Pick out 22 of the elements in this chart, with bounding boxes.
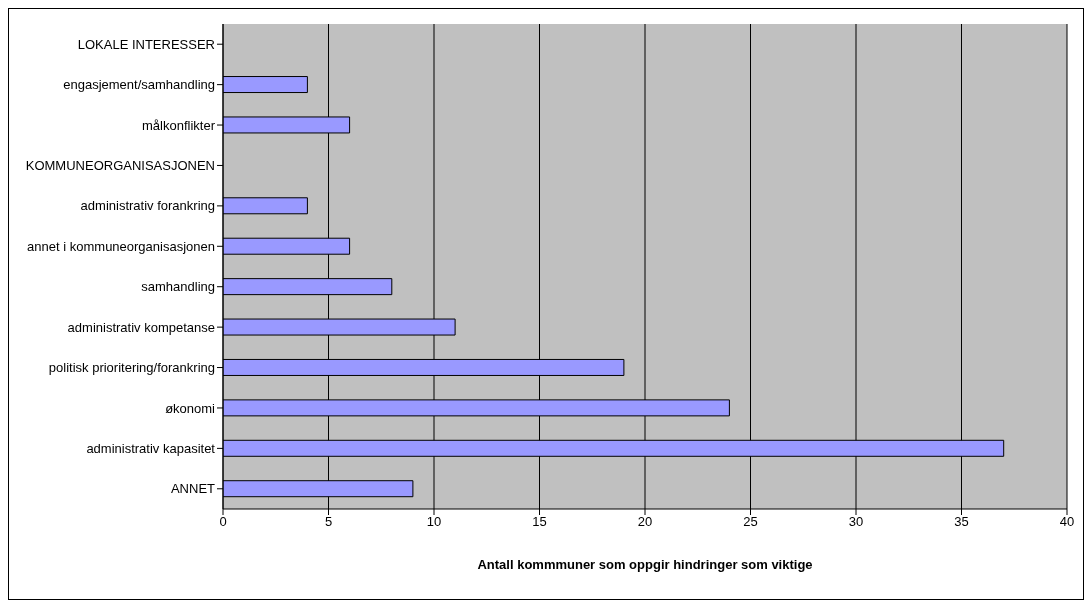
- y-tick-label: politisk prioritering/forankring: [48, 360, 215, 376]
- y-tick-label: administrativ kapasitet: [86, 440, 216, 456]
- x-tick-label: 20: [637, 514, 653, 530]
- x-axis-title: Antall kommmuner som oppgir hindringer som viktige: [477, 557, 813, 572]
- y-tick-label: ANNET: [170, 481, 216, 497]
- y-tick-label: administrativ kompetanse: [67, 319, 215, 335]
- y-tick-label: engasjement/samhandling: [63, 77, 215, 93]
- x-tick-label: 25: [743, 514, 758, 530]
- x-tick-label: 15: [532, 514, 547, 530]
- x-tick-label: 5: [324, 514, 333, 530]
- y-tick-label: KOMMUNEORGANISASJONEN: [25, 158, 215, 174]
- y-tick-label: administrativ forankring: [80, 198, 215, 214]
- x-tick-label: 0: [219, 514, 227, 530]
- y-tick-label: økonomi: [165, 400, 216, 416]
- y-tick-label: annet i kommuneorganisasjonen: [27, 238, 215, 254]
- x-tick-label: 35: [954, 514, 969, 530]
- y-tick-label: målkonflikter: [142, 117, 216, 133]
- y-tick-label: LOKALE INTERESSER: [77, 36, 215, 52]
- y-tick-label: samhandling: [141, 279, 215, 295]
- x-tick-label: 10: [426, 514, 442, 530]
- x-tick-label: 30: [848, 514, 864, 530]
- x-tick-label: 40: [1059, 514, 1075, 530]
